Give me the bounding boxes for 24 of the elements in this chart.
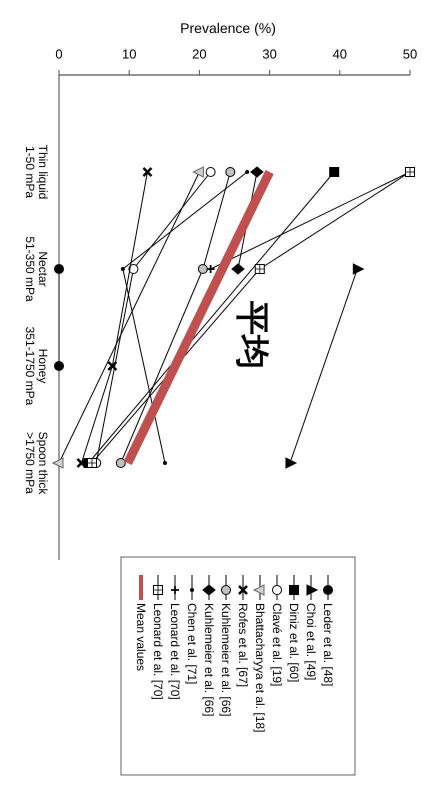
legend-label: Diniz et al. [60] — [287, 603, 301, 682]
legend-label: Kuhlemeier et al. [66] — [202, 603, 216, 716]
y-tick-label: Honey 351-1750 mPa — [23, 326, 50, 406]
legend-label: Kuhlemeier et al. [66] — [219, 603, 233, 716]
y-tick-label: Thin liquid 1-50 mPa — [23, 144, 50, 200]
legend-label: Bhattacharyya et al. [18] — [253, 603, 267, 732]
legend-label: Clavé et al. [19] — [270, 603, 284, 686]
legend-label: Leonard et al. [70] — [151, 603, 165, 700]
x-tick-label: 40 — [332, 46, 348, 62]
x-tick-label: 50 — [402, 46, 418, 62]
y-tick-label: Spoon thick >1750 mPa — [23, 432, 50, 496]
x-tick-label: 0 — [55, 46, 63, 62]
x-tick-label: 30 — [262, 46, 277, 62]
legend-label: Leder et al. [48] — [321, 603, 335, 686]
x-tick-label: 20 — [192, 46, 207, 62]
legend-label: Choi et al. [49] — [304, 603, 318, 680]
legend-label: Chen et al. [71] — [185, 603, 199, 684]
annotation: 平均 — [233, 300, 271, 369]
legend-label: Rofes et al. [67] — [236, 603, 250, 688]
x-axis-title: Prevalence (%) — [180, 20, 276, 36]
legend-label: Leonard et al. [70] — [168, 603, 182, 700]
x-tick-label: 10 — [122, 46, 136, 62]
y-tick-label: Nectar 51-350 mPa — [23, 236, 50, 302]
legend-label: Mean values — [134, 603, 148, 672]
